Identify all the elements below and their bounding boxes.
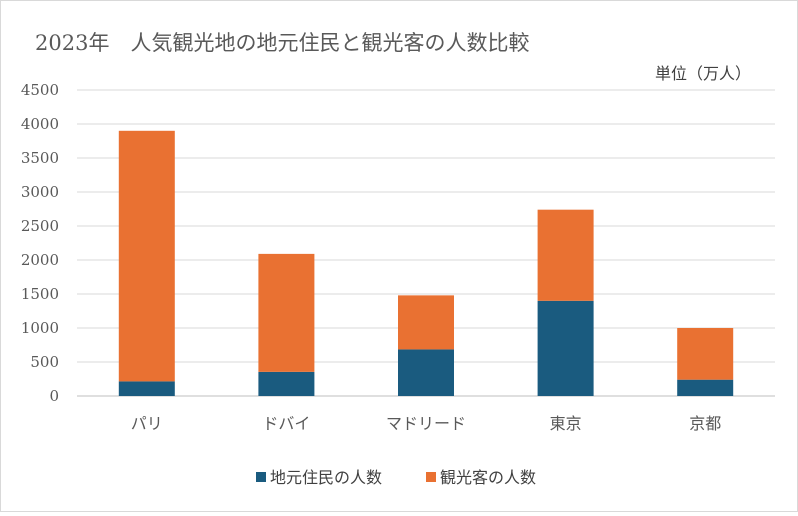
bar-residents-4 bbox=[677, 379, 734, 396]
legend-label: 地元住民の人数 bbox=[270, 468, 382, 487]
legend-swatch bbox=[426, 472, 436, 482]
bar-residents-1 bbox=[258, 371, 315, 396]
y-tick-label: 3500 bbox=[21, 149, 59, 167]
chart-title: 2023年 人気観光地の地元住民と観光客の人数比較 bbox=[35, 31, 529, 55]
legend-swatch bbox=[256, 472, 266, 482]
x-tick-label: 東京 bbox=[550, 414, 582, 433]
bar-residents-0 bbox=[118, 381, 175, 396]
y-tick-label: 2500 bbox=[21, 217, 59, 235]
bar-tourists-4 bbox=[677, 328, 734, 380]
bar-layer bbox=[118, 130, 734, 396]
legend-label: 観光客の人数 bbox=[440, 468, 536, 487]
bar-tourists-3 bbox=[537, 209, 594, 301]
grid-layer bbox=[77, 89, 775, 397]
y-tick-label: 500 bbox=[30, 353, 59, 371]
bar-residents-2 bbox=[398, 349, 454, 396]
y-axis-ticks: 0 500 1000 1500 2000 2500 3000 3500 4000 4500 bbox=[21, 81, 59, 405]
y-tick-label: 2000 bbox=[21, 251, 59, 269]
bar-tourists-2 bbox=[398, 295, 454, 350]
unit-label: 単位（万人） bbox=[655, 64, 751, 83]
y-tick-label: 4500 bbox=[21, 81, 59, 99]
bar-residents-3 bbox=[537, 300, 594, 396]
y-tick-label: 0 bbox=[49, 387, 59, 405]
y-tick-label: 1000 bbox=[21, 319, 59, 337]
bar-tourists-1 bbox=[258, 253, 315, 372]
x-tick-label: マドリード bbox=[386, 414, 466, 433]
y-tick-label: 4000 bbox=[21, 115, 59, 133]
y-tick-label: 1500 bbox=[21, 285, 59, 303]
legend: 地元住民の人数 観光客の人数 bbox=[256, 468, 536, 487]
x-tick-label: 京都 bbox=[689, 414, 721, 433]
bar-tourists-0 bbox=[118, 130, 175, 382]
x-tick-label: ドバイ bbox=[262, 414, 310, 433]
x-axis-ticks: パリ ドバイ マドリード 東京 京都 bbox=[131, 414, 721, 433]
y-tick-label: 3000 bbox=[21, 183, 59, 201]
x-tick-label: パリ bbox=[131, 414, 163, 433]
